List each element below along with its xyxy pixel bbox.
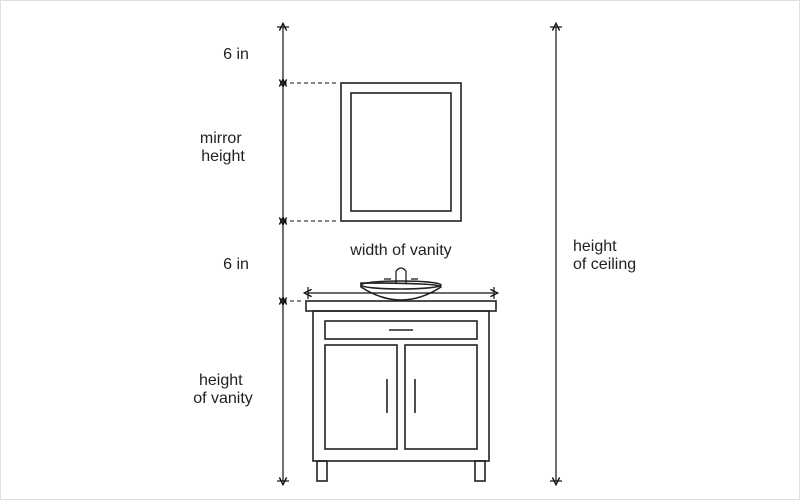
label-mirror-height: mirror height (200, 130, 246, 165)
diagram-svg: 6 in mirror height 6 in height of vanity… (1, 1, 800, 501)
left-dimensions: 6 in mirror height 6 in height of vanity (193, 27, 289, 481)
label-gap-mid: 6 in (223, 256, 249, 273)
vanity-width-dimension: width of vanity (308, 242, 494, 299)
mirror (341, 83, 461, 221)
extension-lines (283, 83, 339, 301)
label-ceiling-height: height of ceiling (573, 238, 636, 273)
vanity (306, 268, 496, 481)
label-vanity-width: width of vanity (349, 242, 451, 259)
label-vanity-height: height of vanity (193, 372, 253, 407)
ceiling-height-dimension: height of ceiling (550, 27, 636, 481)
label-gap-top: 6 in (223, 46, 249, 63)
diagram-frame: 6 in mirror height 6 in height of vanity… (0, 0, 800, 500)
